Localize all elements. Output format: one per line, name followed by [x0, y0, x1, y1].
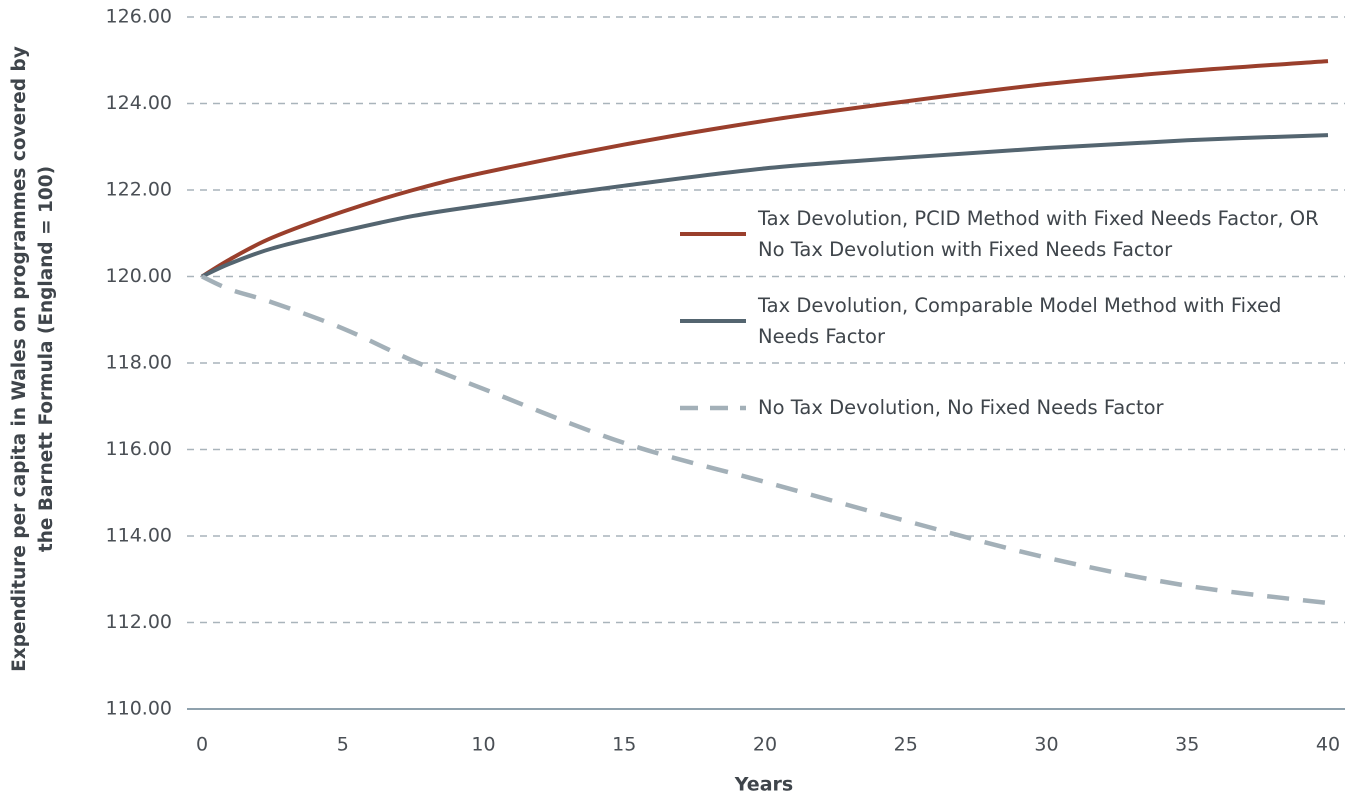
legend-swatch — [680, 319, 746, 323]
y-tick-label: 120.00 — [106, 265, 172, 287]
y-tick-label: 122.00 — [106, 179, 172, 201]
legend-item: Tax Devolution, PCID Method with Fixed N… — [680, 203, 1348, 265]
legend-item: No Tax Devolution, No Fixed Needs Factor — [680, 392, 1348, 423]
x-tick-label: 15 — [612, 734, 636, 756]
legend-label: Tax Devolution, PCID Method with Fixed N… — [758, 207, 1319, 261]
series-line — [200, 59, 1329, 279]
x-tick-label: 25 — [894, 734, 918, 756]
y-tick-label: 114.00 — [106, 525, 172, 547]
y-tick-label: 116.00 — [106, 438, 172, 460]
y-tick-label: 110.00 — [106, 698, 172, 720]
x-tick-label: 10 — [471, 734, 495, 756]
y-tick-label: 126.00 — [106, 6, 172, 28]
legend-swatch — [680, 405, 746, 410]
y-tick-label: 118.00 — [106, 352, 172, 374]
x-tick-label: 0 — [196, 734, 208, 756]
x-axis-title: Years — [734, 774, 793, 796]
y-tick-label: 124.00 — [106, 92, 172, 114]
legend-item: Tax Devolution, Comparable Model Method … — [680, 290, 1348, 352]
legend-label: Tax Devolution, Comparable Model Method … — [758, 294, 1282, 348]
series-line — [201, 133, 1329, 279]
series-line — [201, 274, 1329, 606]
legend-label: No Tax Devolution, No Fixed Needs Factor — [758, 396, 1164, 419]
x-tick-label: 30 — [1034, 734, 1058, 756]
y-axis-title: Expenditure per capita in Wales on progr… — [9, 46, 57, 672]
x-tick-label: 40 — [1316, 734, 1340, 756]
x-tick-label: 20 — [753, 734, 777, 756]
legend-swatch — [680, 232, 746, 236]
x-tick-label: 5 — [337, 734, 349, 756]
x-tick-label: 35 — [1175, 734, 1199, 756]
y-tick-label: 112.00 — [106, 611, 172, 633]
